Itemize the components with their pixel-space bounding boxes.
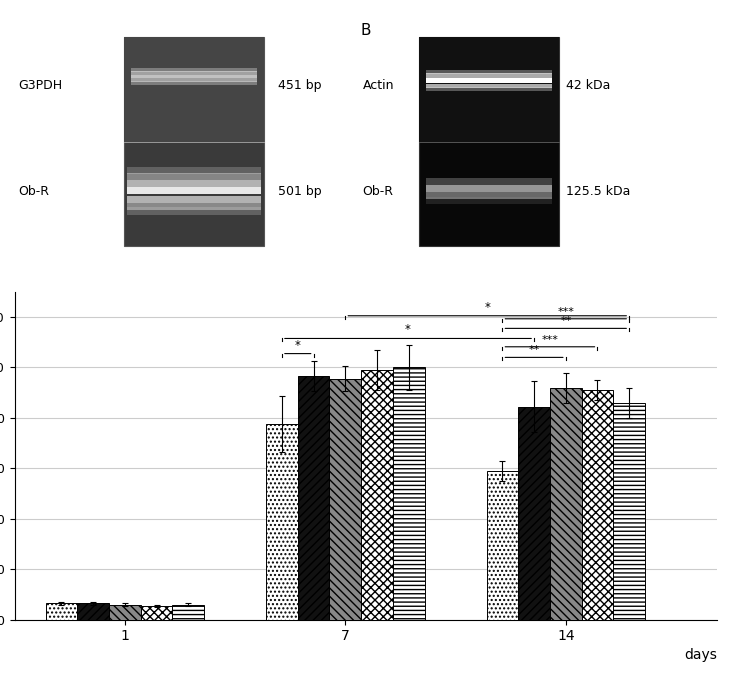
Bar xyxy=(127,167,261,174)
Bar xyxy=(426,192,552,200)
Bar xyxy=(127,180,261,187)
Text: Ob-R: Ob-R xyxy=(18,185,49,198)
Bar xyxy=(518,407,550,620)
Text: **: ** xyxy=(529,345,539,355)
Text: Actin: Actin xyxy=(362,78,394,92)
Bar xyxy=(426,84,552,89)
Text: *: * xyxy=(485,301,490,314)
Bar xyxy=(130,78,257,82)
Bar xyxy=(613,402,645,620)
Bar xyxy=(127,203,261,210)
Bar xyxy=(393,368,425,620)
Bar xyxy=(426,73,552,78)
Bar xyxy=(266,424,298,620)
Bar xyxy=(173,605,204,620)
Text: 501 bp: 501 bp xyxy=(278,185,322,198)
Bar xyxy=(127,196,261,203)
Bar xyxy=(426,197,552,204)
Bar xyxy=(127,207,261,215)
Bar xyxy=(130,75,257,78)
Bar xyxy=(361,370,393,620)
Text: 125.5 kDa: 125.5 kDa xyxy=(567,185,631,198)
Bar xyxy=(582,390,613,620)
Text: ***: *** xyxy=(557,306,574,317)
Bar xyxy=(78,603,109,620)
Bar xyxy=(45,603,78,620)
Bar xyxy=(419,37,559,142)
Bar xyxy=(127,173,261,180)
Bar xyxy=(329,379,361,620)
Bar xyxy=(550,387,582,620)
Bar xyxy=(124,37,264,142)
Text: *: * xyxy=(405,323,411,336)
Text: **: ** xyxy=(560,317,572,326)
Bar xyxy=(109,605,141,620)
Text: G3PDH: G3PDH xyxy=(18,78,62,92)
Bar xyxy=(130,68,257,72)
Bar xyxy=(426,185,552,191)
Text: B: B xyxy=(361,22,371,38)
Bar xyxy=(426,178,552,185)
Text: days: days xyxy=(684,648,717,661)
Text: 451 bp: 451 bp xyxy=(278,78,321,92)
Bar xyxy=(298,377,329,620)
Bar xyxy=(141,606,173,620)
Bar xyxy=(130,82,257,85)
Bar xyxy=(419,37,559,246)
Bar xyxy=(124,37,264,246)
Bar xyxy=(426,69,552,74)
Bar xyxy=(426,78,552,83)
Text: Ob-R: Ob-R xyxy=(362,185,394,198)
Bar xyxy=(426,86,552,91)
Text: *: * xyxy=(295,338,301,351)
Bar xyxy=(130,72,257,75)
Bar xyxy=(487,471,518,620)
Bar xyxy=(127,187,261,194)
Text: 42 kDa: 42 kDa xyxy=(567,78,610,92)
Text: ***: *** xyxy=(542,335,559,345)
